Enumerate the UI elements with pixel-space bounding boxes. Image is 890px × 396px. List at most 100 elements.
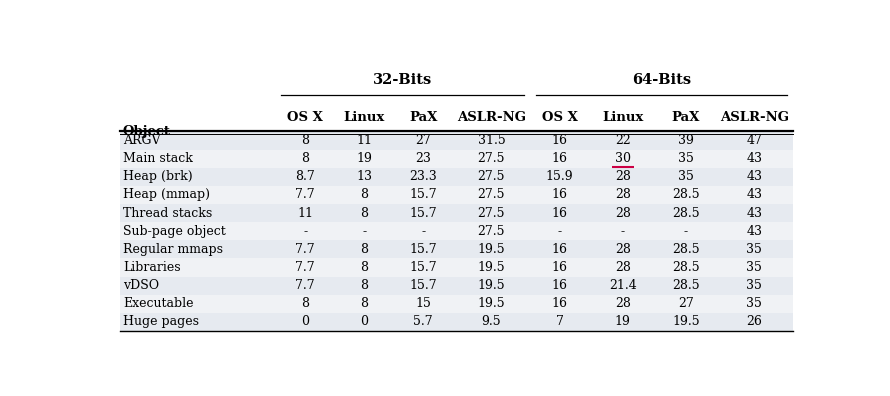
Text: 26: 26 bbox=[746, 316, 762, 328]
Text: -: - bbox=[421, 225, 425, 238]
Text: 32-Bits: 32-Bits bbox=[373, 72, 433, 87]
Text: OS X: OS X bbox=[542, 111, 578, 124]
Text: 8: 8 bbox=[360, 207, 368, 220]
Text: 28.5: 28.5 bbox=[672, 188, 700, 202]
Text: 43: 43 bbox=[746, 188, 762, 202]
Text: ASLR-NG: ASLR-NG bbox=[457, 111, 526, 124]
Text: 5.7: 5.7 bbox=[414, 316, 433, 328]
Text: 35: 35 bbox=[746, 279, 762, 292]
Text: 11: 11 bbox=[356, 134, 372, 147]
Bar bbox=[119, 131, 793, 150]
Text: PaX: PaX bbox=[672, 111, 700, 124]
Text: 19.5: 19.5 bbox=[478, 297, 506, 310]
Text: 19.5: 19.5 bbox=[478, 243, 506, 256]
Text: 16: 16 bbox=[552, 297, 568, 310]
Text: Libraries: Libraries bbox=[123, 261, 181, 274]
Text: 35: 35 bbox=[678, 170, 694, 183]
Text: 7.7: 7.7 bbox=[295, 261, 315, 274]
Text: Linux: Linux bbox=[344, 111, 384, 124]
Text: 19: 19 bbox=[356, 152, 372, 165]
Text: 28.5: 28.5 bbox=[672, 279, 700, 292]
Bar bbox=[119, 240, 793, 259]
Bar bbox=[119, 222, 793, 240]
Text: 8: 8 bbox=[360, 261, 368, 274]
Text: Linux: Linux bbox=[603, 111, 643, 124]
Text: 15.7: 15.7 bbox=[409, 207, 437, 220]
Text: 28: 28 bbox=[615, 170, 631, 183]
Text: Regular mmaps: Regular mmaps bbox=[123, 243, 223, 256]
Text: 15.7: 15.7 bbox=[409, 188, 437, 202]
Text: vDSO: vDSO bbox=[123, 279, 159, 292]
Text: 28.5: 28.5 bbox=[672, 261, 700, 274]
Text: 27.5: 27.5 bbox=[478, 188, 506, 202]
Bar bbox=[119, 313, 793, 331]
Text: Huge pages: Huge pages bbox=[123, 316, 199, 328]
Text: 7.7: 7.7 bbox=[295, 188, 315, 202]
Text: 27: 27 bbox=[678, 297, 694, 310]
Text: 27: 27 bbox=[416, 134, 431, 147]
Text: 27.5: 27.5 bbox=[478, 225, 506, 238]
Text: 27.5: 27.5 bbox=[478, 170, 506, 183]
Text: 0: 0 bbox=[301, 316, 309, 328]
Text: 27.5: 27.5 bbox=[478, 207, 506, 220]
Text: 23.3: 23.3 bbox=[409, 170, 437, 183]
Text: Thread stacks: Thread stacks bbox=[123, 207, 212, 220]
Text: Executable: Executable bbox=[123, 297, 193, 310]
Bar bbox=[119, 204, 793, 222]
Text: 35: 35 bbox=[746, 297, 762, 310]
Text: 30: 30 bbox=[615, 152, 631, 165]
Text: 0: 0 bbox=[360, 316, 368, 328]
Bar bbox=[119, 276, 793, 295]
Text: 15.7: 15.7 bbox=[409, 261, 437, 274]
Text: 43: 43 bbox=[746, 207, 762, 220]
Text: Heap (brk): Heap (brk) bbox=[123, 170, 192, 183]
Text: 16: 16 bbox=[552, 188, 568, 202]
Text: 28.5: 28.5 bbox=[672, 243, 700, 256]
Text: 21.4: 21.4 bbox=[609, 279, 636, 292]
Text: 16: 16 bbox=[552, 207, 568, 220]
Text: 7.7: 7.7 bbox=[295, 279, 315, 292]
Bar bbox=[119, 186, 793, 204]
Text: 7.7: 7.7 bbox=[295, 243, 315, 256]
Text: 43: 43 bbox=[746, 170, 762, 183]
Text: 64-Bits: 64-Bits bbox=[632, 72, 691, 87]
Text: 15: 15 bbox=[416, 297, 432, 310]
Text: ARGV: ARGV bbox=[123, 134, 160, 147]
Text: 22: 22 bbox=[615, 134, 631, 147]
Text: 15.9: 15.9 bbox=[546, 170, 573, 183]
Text: 35: 35 bbox=[746, 261, 762, 274]
Text: 8: 8 bbox=[360, 279, 368, 292]
Text: 28.5: 28.5 bbox=[672, 207, 700, 220]
Text: 16: 16 bbox=[552, 243, 568, 256]
Text: 23: 23 bbox=[416, 152, 432, 165]
Text: 43: 43 bbox=[746, 152, 762, 165]
Text: 35: 35 bbox=[678, 152, 694, 165]
Text: 16: 16 bbox=[552, 152, 568, 165]
Text: 19.5: 19.5 bbox=[672, 316, 700, 328]
Text: 19.5: 19.5 bbox=[478, 279, 506, 292]
Text: 13: 13 bbox=[356, 170, 372, 183]
Text: 15.7: 15.7 bbox=[409, 279, 437, 292]
Text: 7: 7 bbox=[555, 316, 563, 328]
Text: ASLR-NG: ASLR-NG bbox=[720, 111, 789, 124]
Text: 43: 43 bbox=[746, 225, 762, 238]
Text: Object: Object bbox=[123, 125, 171, 138]
Text: 8: 8 bbox=[301, 152, 309, 165]
Text: 8: 8 bbox=[360, 243, 368, 256]
Text: 8: 8 bbox=[301, 134, 309, 147]
Text: 47: 47 bbox=[746, 134, 762, 147]
Text: 28: 28 bbox=[615, 297, 631, 310]
Text: 15.7: 15.7 bbox=[409, 243, 437, 256]
Text: 16: 16 bbox=[552, 134, 568, 147]
Text: 31.5: 31.5 bbox=[478, 134, 506, 147]
Text: 19.5: 19.5 bbox=[478, 261, 506, 274]
Text: 19: 19 bbox=[615, 316, 631, 328]
Text: 16: 16 bbox=[552, 261, 568, 274]
Text: 28: 28 bbox=[615, 243, 631, 256]
Text: -: - bbox=[557, 225, 562, 238]
Text: -: - bbox=[620, 225, 625, 238]
Text: Heap (mmap): Heap (mmap) bbox=[123, 188, 210, 202]
Text: 8.7: 8.7 bbox=[295, 170, 315, 183]
Text: 16: 16 bbox=[552, 279, 568, 292]
Text: Main stack: Main stack bbox=[123, 152, 193, 165]
